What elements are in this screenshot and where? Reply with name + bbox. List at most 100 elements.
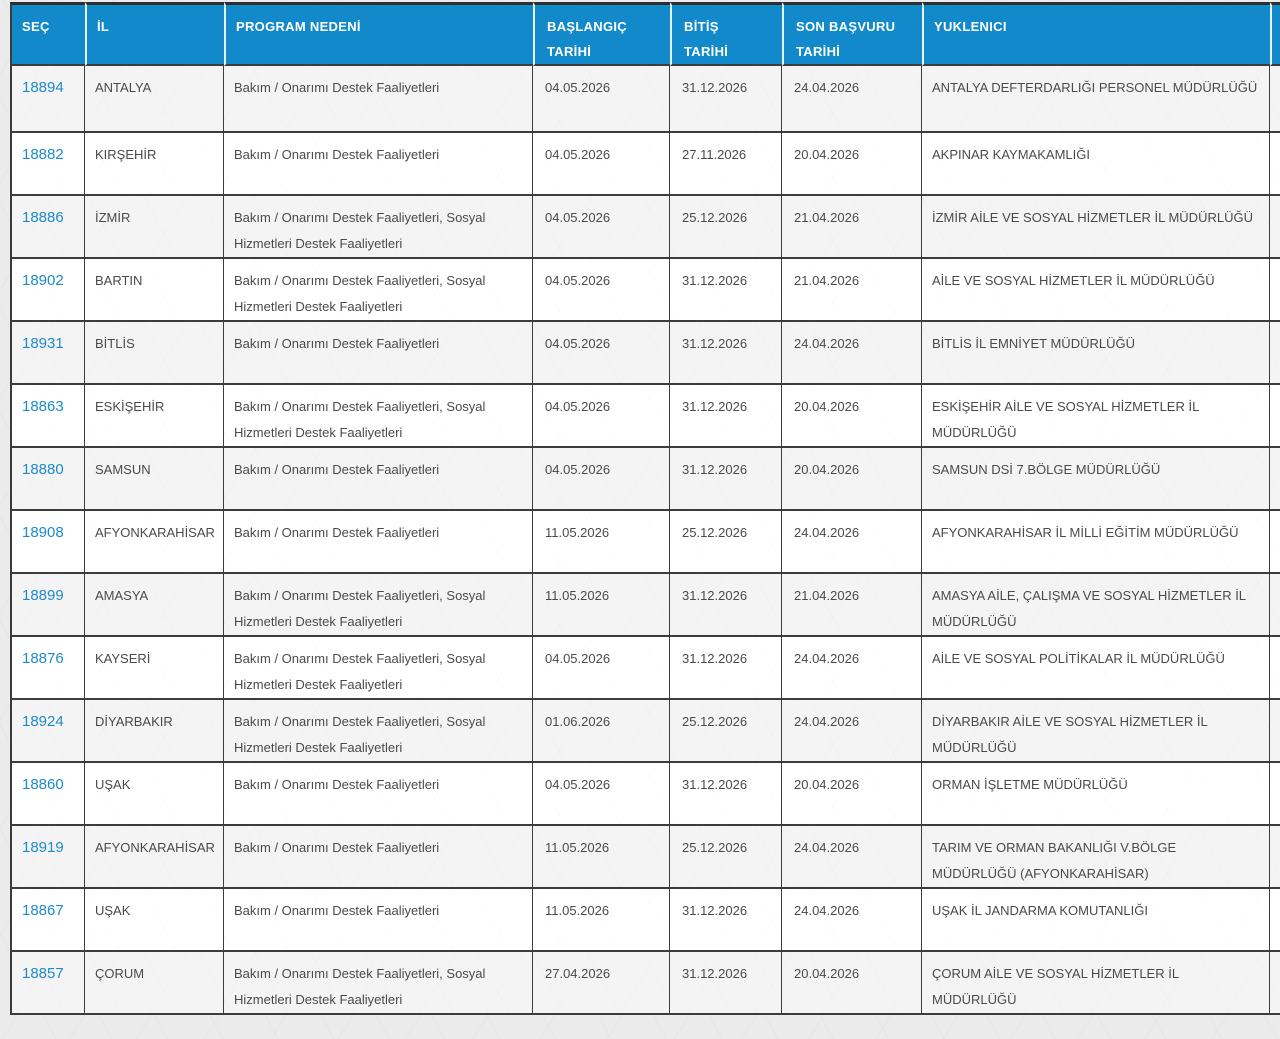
il-cell: KAYSERİ — [85, 637, 224, 700]
yuklenici-cell: İZMİR AİLE VE SOSYAL HİZMETLER İL MÜDÜRL… — [922, 196, 1270, 259]
program-id-link[interactable]: 18867 — [22, 902, 64, 919]
program-id-link[interactable]: 18876 — [22, 650, 64, 667]
program-id-link[interactable]: 18882 — [22, 146, 64, 163]
son-basvuru-tarihi-cell: 20.04.2026 — [782, 385, 922, 448]
yuklenici-cell: AKPINAR KAYMAKAMLIĞI — [922, 133, 1270, 196]
yuklenici-cell: BİTLİS İL EMNİYET MÜDÜRLÜĞÜ — [922, 322, 1270, 385]
program-nedeni-cell: Bakım / Onarımı Destek Faaliyetleri — [224, 322, 533, 385]
table-row: 18863 ESKİŞEHİR Bakım / Onarımı Destek F… — [10, 385, 1280, 448]
header-program-nedeni: PROGRAM NEDENİ — [224, 2, 533, 66]
clipped-cell — [1270, 511, 1280, 574]
sec-cell: 18894 — [10, 66, 85, 133]
header-yuklenici: YUKLENICI — [922, 2, 1270, 66]
program-id-link[interactable]: 18902 — [22, 272, 64, 289]
program-nedeni-cell: Bakım / Onarımı Destek Faaliyetleri, Sos… — [224, 637, 533, 700]
program-nedeni-cell: Bakım / Onarımı Destek Faaliyetleri, Sos… — [224, 574, 533, 637]
yuklenici-cell: UŞAK İL JANDARMA KOMUTANLIĞI — [922, 889, 1270, 952]
program-id-link[interactable]: 18899 — [22, 587, 64, 604]
program-id-link[interactable]: 18857 — [22, 965, 64, 982]
bitis-tarihi-cell: 25.12.2026 — [670, 826, 782, 889]
son-basvuru-tarihi-cell: 24.04.2026 — [782, 889, 922, 952]
son-basvuru-tarihi-cell: 21.04.2026 — [782, 196, 922, 259]
clipped-cell — [1270, 826, 1280, 889]
program-id-link[interactable]: 18924 — [22, 713, 64, 730]
table-row: 18919 AFYONKARAHİSAR Bakım / Onarımı Des… — [10, 826, 1280, 889]
table-row: 18880 SAMSUN Bakım / Onarımı Destek Faal… — [10, 448, 1280, 511]
sec-cell: 18899 — [10, 574, 85, 637]
program-nedeni-cell: Bakım / Onarımı Destek Faaliyetleri — [224, 763, 533, 826]
son-basvuru-tarihi-cell: 20.04.2026 — [782, 448, 922, 511]
yuklenici-cell: TARIM VE ORMAN BAKANLIĞI V.BÖLGE MÜDÜRLÜ… — [922, 826, 1270, 889]
bitis-tarihi-cell: 31.12.2026 — [670, 259, 782, 322]
yuklenici-cell: ESKİŞEHİR AİLE VE SOSYAL HİZMETLER İL MÜ… — [922, 385, 1270, 448]
clipped-cell — [1270, 448, 1280, 511]
baslangic-tarihi-cell: 04.05.2026 — [533, 259, 670, 322]
program-id-link[interactable]: 18894 — [22, 79, 64, 96]
clipped-cell — [1270, 66, 1280, 133]
program-id-link[interactable]: 18880 — [22, 461, 64, 478]
son-basvuru-tarihi-cell: 24.04.2026 — [782, 826, 922, 889]
sec-cell: 18880 — [10, 448, 85, 511]
table-row: 18876 KAYSERİ Bakım / Onarımı Destek Faa… — [10, 637, 1280, 700]
header-sec: SEÇ — [10, 2, 85, 66]
bitis-tarihi-cell: 27.11.2026 — [670, 133, 782, 196]
table-row: 18924 DİYARBAKIR Bakım / Onarımı Destek … — [10, 700, 1280, 763]
program-id-link[interactable]: 18931 — [22, 335, 64, 352]
clipped-cell — [1270, 196, 1280, 259]
baslangic-tarihi-cell: 04.05.2026 — [533, 637, 670, 700]
son-basvuru-tarihi-cell: 21.04.2026 — [782, 574, 922, 637]
il-cell: BİTLİS — [85, 322, 224, 385]
yuklenici-cell: ÇORUM AİLE VE SOSYAL HİZMETLER İL MÜDÜRL… — [922, 952, 1270, 1015]
yuklenici-cell: ANTALYA DEFTERDARLIĞI PERSONEL MÜDÜRLÜĞÜ — [922, 66, 1270, 133]
il-cell: BARTIN — [85, 259, 224, 322]
son-basvuru-tarihi-cell: 20.04.2026 — [782, 952, 922, 1015]
program-id-link[interactable]: 18919 — [22, 839, 64, 856]
header-clipped-column — [1270, 2, 1280, 66]
clipped-cell — [1270, 259, 1280, 322]
program-nedeni-cell: Bakım / Onarımı Destek Faaliyetleri — [224, 66, 533, 133]
program-nedeni-cell: Bakım / Onarımı Destek Faaliyetleri, Sos… — [224, 259, 533, 322]
program-id-link[interactable]: 18860 — [22, 776, 64, 793]
baslangic-tarihi-cell: 11.05.2026 — [533, 511, 670, 574]
program-nedeni-cell: Bakım / Onarımı Destek Faaliyetleri — [224, 448, 533, 511]
table-row: 18857 ÇORUM Bakım / Onarımı Destek Faali… — [10, 952, 1280, 1015]
program-id-link[interactable]: 18908 — [22, 524, 64, 541]
il-cell: SAMSUN — [85, 448, 224, 511]
son-basvuru-tarihi-cell: 24.04.2026 — [782, 511, 922, 574]
bitis-tarihi-cell: 31.12.2026 — [670, 889, 782, 952]
header-il: İL — [85, 2, 224, 66]
son-basvuru-tarihi-cell: 20.04.2026 — [782, 133, 922, 196]
son-basvuru-tarihi-cell: 24.04.2026 — [782, 637, 922, 700]
sec-cell: 18886 — [10, 196, 85, 259]
il-cell: AFYONKARAHİSAR — [85, 826, 224, 889]
clipped-cell — [1270, 700, 1280, 763]
il-cell: ÇORUM — [85, 952, 224, 1015]
program-id-link[interactable]: 18886 — [22, 209, 64, 226]
programs-table: SEÇ İL PROGRAM NEDENİ BAŞLANGIÇ TARİHİ B… — [10, 2, 1280, 1015]
son-basvuru-tarihi-cell: 20.04.2026 — [782, 763, 922, 826]
clipped-cell — [1270, 574, 1280, 637]
header-son-basvuru-tarihi: SON BAŞVURU TARİHİ — [782, 2, 922, 66]
sec-cell: 18860 — [10, 763, 85, 826]
il-cell: İZMİR — [85, 196, 224, 259]
sec-cell: 18876 — [10, 637, 85, 700]
program-id-link[interactable]: 18863 — [22, 398, 64, 415]
baslangic-tarihi-cell: 04.05.2026 — [533, 66, 670, 133]
il-cell: AMASYA — [85, 574, 224, 637]
program-nedeni-cell: Bakım / Onarımı Destek Faaliyetleri, Sos… — [224, 700, 533, 763]
baslangic-tarihi-cell: 01.06.2026 — [533, 700, 670, 763]
baslangic-tarihi-cell: 11.05.2026 — [533, 826, 670, 889]
table-row: 18908 AFYONKARAHİSAR Bakım / Onarımı Des… — [10, 511, 1280, 574]
baslangic-tarihi-cell: 11.05.2026 — [533, 574, 670, 637]
header-bitis-tarihi: BİTİŞ TARİHİ — [670, 2, 782, 66]
baslangic-tarihi-cell: 04.05.2026 — [533, 196, 670, 259]
table-row: 18902 BARTIN Bakım / Onarımı Destek Faal… — [10, 259, 1280, 322]
baslangic-tarihi-cell: 11.05.2026 — [533, 889, 670, 952]
programs-table-container: SEÇ İL PROGRAM NEDENİ BAŞLANGIÇ TARİHİ B… — [10, 2, 1280, 1015]
sec-cell: 18863 — [10, 385, 85, 448]
clipped-cell — [1270, 133, 1280, 196]
yuklenici-cell: SAMSUN DSİ 7.BÖLGE MÜDÜRLÜĞÜ — [922, 448, 1270, 511]
sec-cell: 18857 — [10, 952, 85, 1015]
son-basvuru-tarihi-cell: 21.04.2026 — [782, 259, 922, 322]
bitis-tarihi-cell: 25.12.2026 — [670, 511, 782, 574]
